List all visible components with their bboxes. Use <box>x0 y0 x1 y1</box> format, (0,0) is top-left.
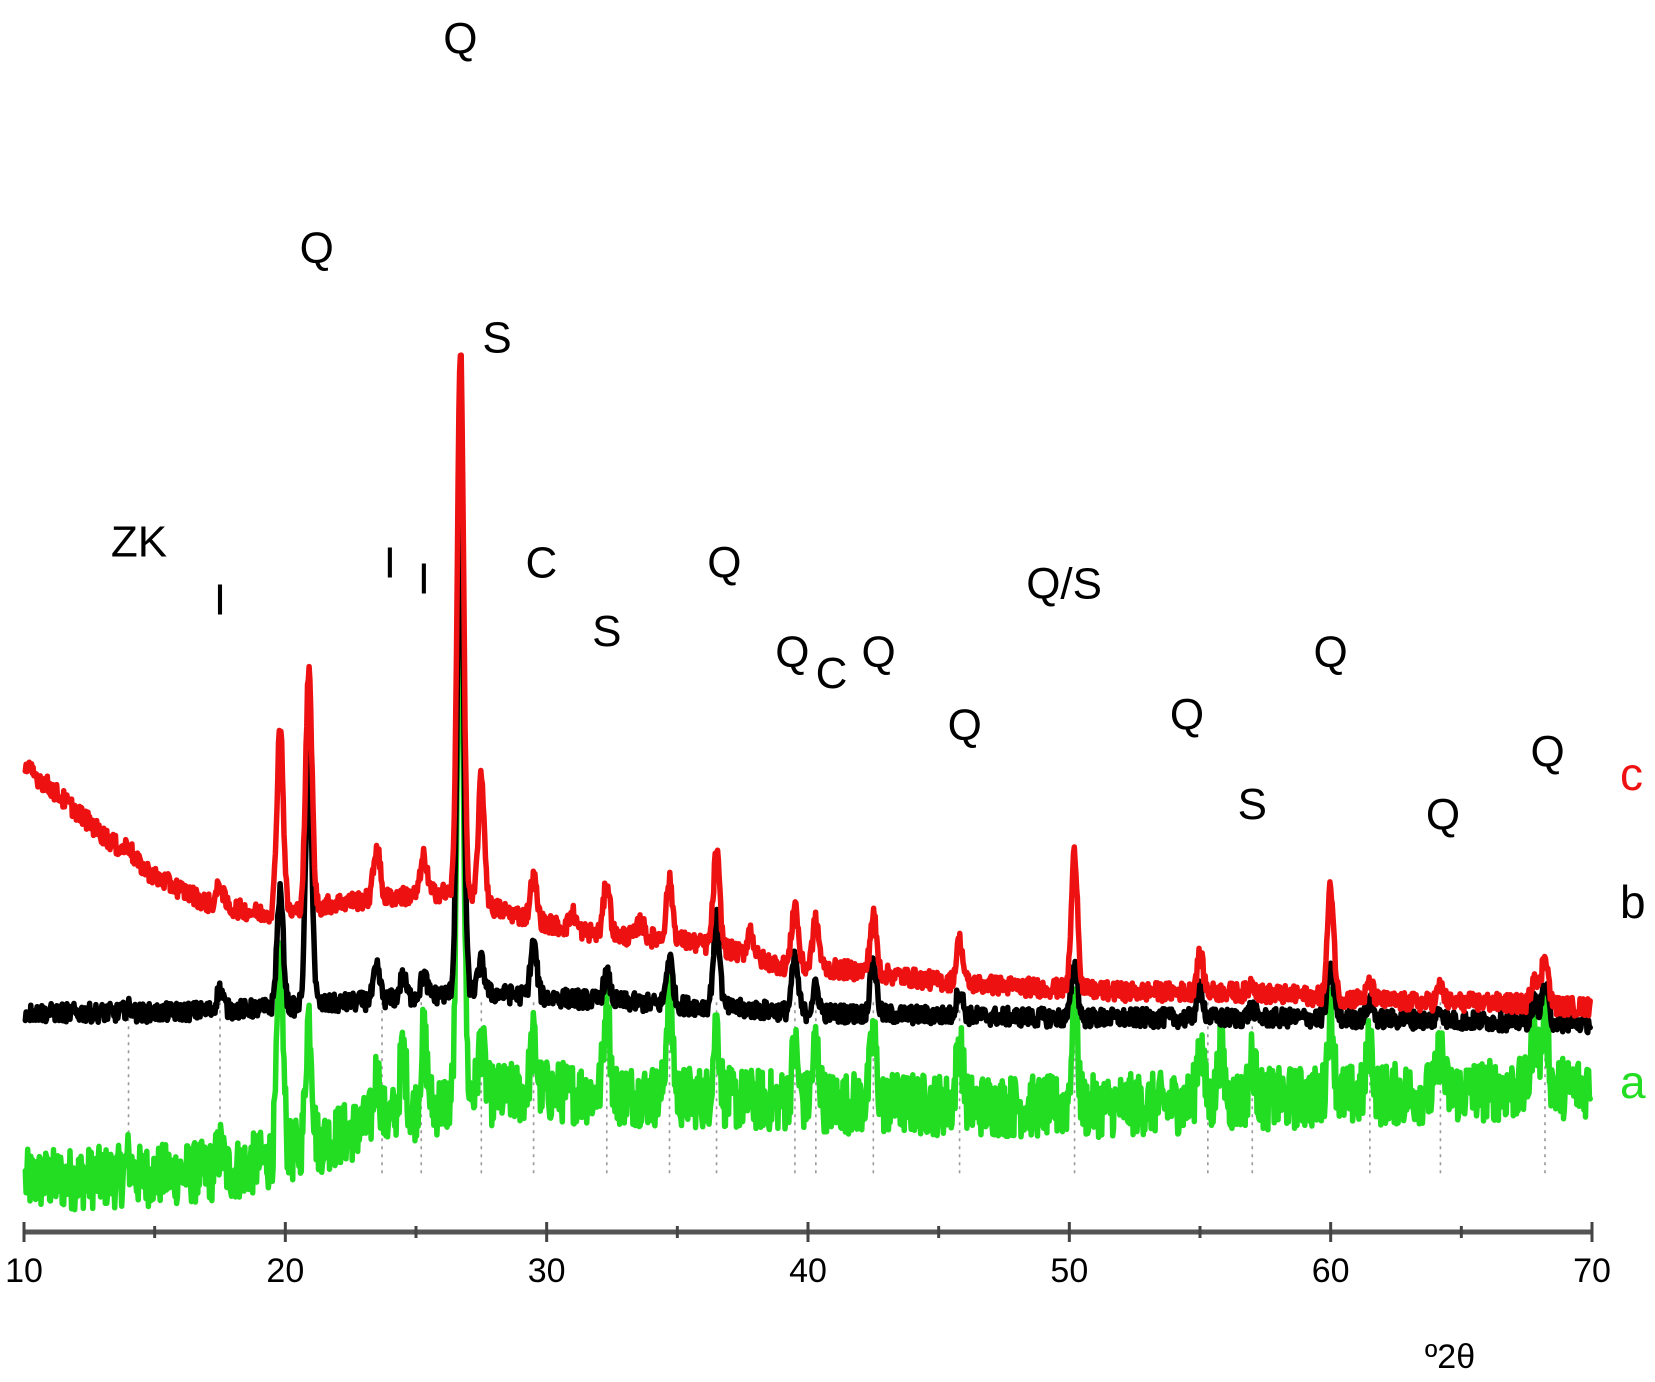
x-axis-title: º2θ <box>1425 1338 1475 1376</box>
peak-label: Q <box>1530 727 1564 776</box>
peak-label: Q <box>443 14 477 63</box>
trace-a <box>22 540 1593 1213</box>
x-tick-label: 40 <box>789 1252 827 1290</box>
peak-label: I <box>418 554 430 603</box>
trace-b <box>22 490 1593 1036</box>
peak-label: S <box>482 313 511 362</box>
x-tick-label: 30 <box>528 1252 566 1290</box>
peak-label: Q <box>707 539 741 588</box>
peak-label: Q <box>948 701 982 750</box>
series-label-c: c <box>1620 748 1643 800</box>
peak-label: Q <box>1170 691 1204 740</box>
peak-label: S <box>592 607 621 656</box>
diffraction-traces <box>22 352 1593 1213</box>
peak-label: Q <box>775 628 809 677</box>
peak-label: Q <box>861 628 895 677</box>
peak-guide-lines <box>127 1002 1546 1176</box>
x-tick-label: 10 <box>5 1252 43 1290</box>
peak-label: ZK <box>111 518 167 567</box>
peak-label: Q <box>300 224 334 273</box>
peak-label: I <box>214 575 226 624</box>
peak-label: C <box>526 539 558 588</box>
peak-label: S <box>1238 780 1267 829</box>
peak-label: Q <box>1426 790 1460 839</box>
series-label-b: b <box>1620 876 1646 928</box>
x-axis: 10 20 30 40 50 60 70 <box>5 1222 1611 1290</box>
x-tick-label: 20 <box>266 1252 304 1290</box>
x-tick-label: 60 <box>1312 1252 1350 1290</box>
x-tick-label: 50 <box>1050 1252 1088 1290</box>
peak-label: I <box>384 539 396 588</box>
trace-c <box>22 352 1593 1019</box>
x-tick-label: 70 <box>1573 1252 1611 1290</box>
peak-label: Q <box>1314 628 1348 677</box>
series-label-a: a <box>1620 1056 1646 1108</box>
peak-label: Q/S <box>1026 560 1102 609</box>
series-labels: a b c <box>1620 748 1646 1108</box>
peak-label: C <box>816 649 848 698</box>
